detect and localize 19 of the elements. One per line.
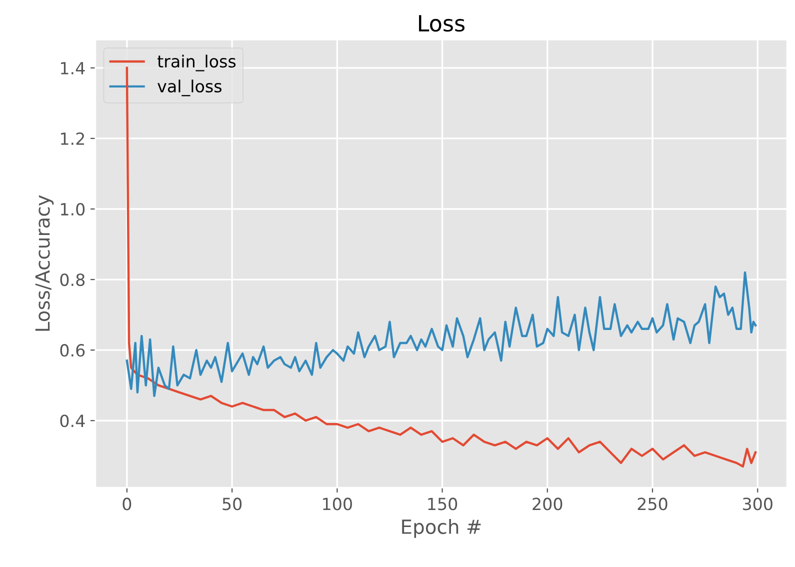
x-tick-label: 150 <box>428 498 458 510</box>
legend-label: train_loss <box>158 54 236 72</box>
chart-title: Loss <box>419 15 465 32</box>
y-axis-title: Loss/Accuracy <box>35 195 54 331</box>
x-axis-title: Epoch # <box>402 519 481 538</box>
y-tick-label: 0.4 <box>60 414 85 428</box>
x-tick-label: 50 <box>222 498 242 510</box>
x-tick-label: 200 <box>532 498 562 510</box>
legend-label: val_loss <box>158 80 222 96</box>
x-tick-label: 300 <box>742 498 772 510</box>
x-tick-label: 250 <box>638 498 668 510</box>
y-tick-label: 0.8 <box>60 273 85 286</box>
y-tick-label: 0.6 <box>60 344 85 357</box>
line-series <box>126 271 757 398</box>
y-tick-label: 1.2 <box>61 132 84 145</box>
x-tick-label: 100 <box>323 498 352 510</box>
x-tick-label: 0 <box>122 498 132 510</box>
y-tick-label: 1.0 <box>61 202 85 216</box>
y-tick-label: 1.4 <box>61 62 85 74</box>
